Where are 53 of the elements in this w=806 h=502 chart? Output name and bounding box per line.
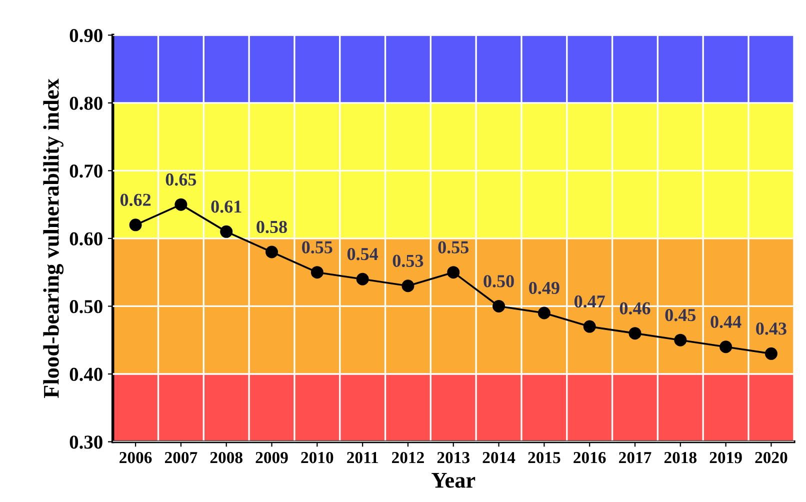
- data-label: 0.65: [166, 173, 196, 186]
- y-tick-label: 0.30: [70, 436, 102, 449]
- x-tick-label: 2015: [528, 452, 560, 464]
- x-tick-label: 2018: [664, 452, 697, 464]
- data-label: 0.43: [756, 322, 786, 335]
- point: [220, 225, 233, 238]
- data-label: 0.47: [574, 295, 605, 308]
- data-label: 0.62: [120, 194, 151, 206]
- data-label: 0.45: [665, 308, 696, 322]
- x-tick-label: 2019: [710, 452, 742, 464]
- y-tick-label: 0.80: [70, 96, 102, 110]
- x-tick-label: 2020: [755, 452, 788, 464]
- data-label: 0.49: [529, 282, 560, 294]
- data-label: 0.44: [710, 316, 742, 328]
- point: [174, 198, 188, 211]
- data-label: 0.54: [347, 248, 378, 260]
- point: [447, 266, 460, 279]
- data-label: 0.55: [438, 241, 469, 254]
- point: [628, 327, 642, 340]
- x-tick-label: 2011: [347, 452, 378, 464]
- point: [129, 218, 142, 232]
- y-tick-label: 0.90: [70, 28, 102, 42]
- data-label: 0.58: [256, 220, 287, 234]
- x-tick-label: 2013: [437, 452, 470, 464]
- x-tick-label: 2007: [164, 452, 198, 464]
- x-tick-label: 2008: [210, 452, 242, 464]
- point: [674, 334, 687, 346]
- x-axis-title: Year: [432, 473, 476, 488]
- point: [583, 320, 596, 333]
- data-label: 0.53: [392, 254, 424, 268]
- x-tick-label: 2006: [120, 452, 152, 464]
- point: [402, 280, 414, 292]
- point: [266, 246, 278, 258]
- x-tick-label: 2009: [256, 452, 288, 464]
- y-tick-label: 0.70: [70, 164, 102, 178]
- point: [538, 306, 550, 320]
- y-tick-label: 0.50: [70, 300, 102, 314]
- point: [310, 266, 324, 279]
- x-tick-label: 2012: [392, 452, 424, 464]
- data-label: 0.55: [302, 241, 332, 254]
- point: [492, 300, 506, 312]
- y-axis-title: Flood-bearing vulnerability index: [43, 78, 64, 398]
- x-tick-label: 2014: [482, 452, 516, 464]
- point: [356, 272, 369, 286]
- point: [720, 340, 732, 354]
- x-tick-label: 2016: [574, 452, 606, 464]
- x-tick-label: 2017: [619, 452, 652, 464]
- x-tick-label: 2010: [301, 452, 334, 464]
- y-tick-label: 0.40: [70, 368, 102, 382]
- point: [764, 347, 778, 360]
- y-tick-label: 0.60: [70, 232, 102, 246]
- data-label: 0.61: [211, 200, 242, 213]
- data-label: 0.50: [484, 275, 514, 288]
